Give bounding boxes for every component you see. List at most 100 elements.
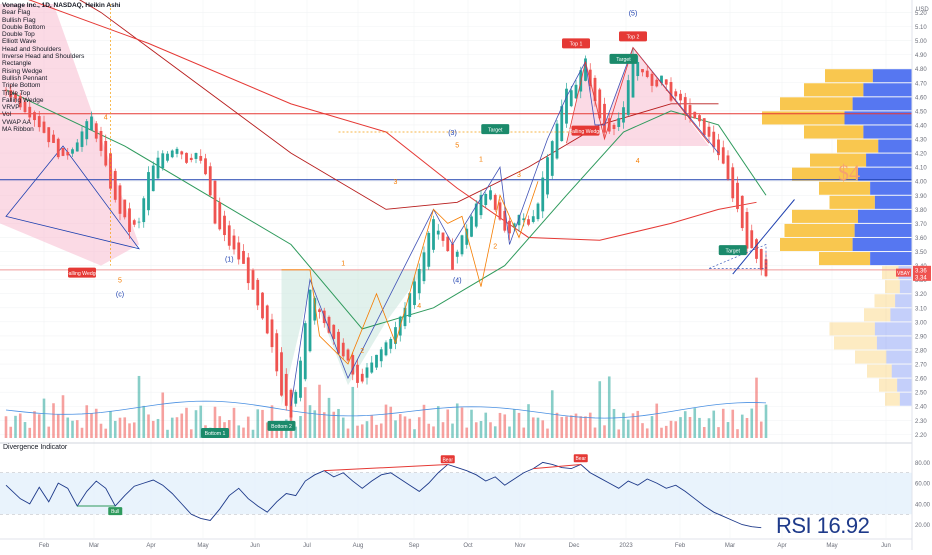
volume-bar (745, 417, 749, 438)
volume-bar (275, 424, 279, 438)
volume-bar (503, 414, 507, 438)
candle-body (531, 216, 535, 222)
candle-body (194, 152, 198, 159)
volume-bar (679, 417, 682, 438)
candle-body (251, 270, 255, 290)
candle-body (137, 221, 141, 223)
legend-item[interactable]: Triple Bottom (2, 82, 41, 90)
falling-wedge-tag-bg (571, 125, 600, 136)
volume-bar (313, 410, 317, 438)
vp-up-bar (834, 336, 877, 350)
volume-bar (346, 428, 350, 438)
legend-item[interactable]: VWAP AA (2, 118, 31, 126)
candle-body (151, 165, 155, 192)
legend-item[interactable]: Vol (2, 111, 12, 119)
last-price-tag: 3.36 (915, 268, 927, 274)
volume-bar (636, 410, 640, 438)
volume-bar (80, 427, 84, 438)
volume-bar (484, 412, 488, 438)
rsi-tick: 40.00 (915, 502, 931, 508)
legend-item[interactable]: MA Ribbon (2, 126, 34, 134)
volume-bar (650, 416, 654, 438)
wave-label: 5 (118, 277, 122, 284)
candle-body (717, 139, 720, 156)
candle-body (360, 373, 364, 382)
wave-label: 5 (455, 142, 459, 149)
falling-wedge-zone (0, 4, 139, 266)
legend-item[interactable]: Head and Shoulders (2, 45, 62, 53)
candle-body (94, 123, 98, 139)
volume-bar (99, 423, 103, 438)
vp-down-bar (858, 209, 912, 223)
bull-tag: Bull (111, 509, 119, 515)
legend-item[interactable]: Elliott Wave (2, 38, 37, 46)
volume-bar (251, 429, 255, 438)
price-tick: 4.30 (915, 138, 927, 144)
candle-body (142, 198, 146, 223)
candle-body (660, 75, 663, 84)
target-tag: Target (609, 53, 638, 64)
volume-bar (417, 417, 421, 438)
time-tick: Apr (777, 543, 786, 549)
candle-body (584, 58, 587, 81)
legend-item[interactable]: Rectangle (2, 60, 32, 68)
candle-body (522, 218, 526, 221)
price-tick: 3.70 (915, 222, 927, 228)
volume-bar (698, 417, 701, 438)
candle-body (536, 203, 540, 220)
candle-body (489, 190, 492, 200)
candle-body (759, 249, 763, 270)
legend-item[interactable]: Rising Wedge (2, 67, 43, 75)
volume-bar (717, 427, 720, 438)
volume-bar (71, 420, 74, 438)
candle-body (593, 77, 597, 102)
legend-item[interactable]: VRVP (2, 104, 20, 112)
legend-item[interactable]: Double Bottom (2, 23, 45, 31)
volume-bar (370, 415, 374, 438)
time-tick: Jun (250, 543, 260, 549)
bottom-2-tag: Bottom 2 (267, 420, 296, 431)
wave-label: (5) (629, 10, 638, 17)
legend-item[interactable]: Triple Top (2, 89, 31, 97)
volume-bar (569, 415, 573, 438)
candle-body (541, 177, 545, 212)
legend-item[interactable]: Bullish Flag (2, 16, 36, 24)
legend-item[interactable]: Bear Flag (2, 9, 31, 17)
vp-down-bar (872, 69, 912, 83)
volume-bar (351, 386, 355, 438)
vp-up-bar (855, 350, 887, 364)
candle-body (318, 309, 321, 312)
price-tick: 4.00 (915, 180, 927, 186)
volume-bar (512, 409, 516, 438)
price-tick: 4.20 (915, 152, 927, 158)
legend-item[interactable]: Bullish Pennant (2, 74, 48, 82)
top-1-tag-bg (562, 38, 590, 49)
last-price-tag: 3.34 (915, 275, 927, 281)
vp-down-bar (897, 378, 912, 392)
candle-body (370, 362, 374, 373)
volume-bar (256, 409, 260, 438)
vp-up-bar (780, 237, 853, 252)
candle-body (493, 194, 497, 210)
vp-down-bar (858, 167, 912, 181)
wave-label: (c) (116, 292, 124, 299)
volume-bar (479, 421, 483, 438)
legend-item[interactable]: Double Top (2, 31, 35, 39)
candle-body (702, 118, 706, 136)
legend-item[interactable]: Inverse Head and Shoulders (2, 53, 85, 61)
volume-bar (660, 427, 663, 438)
price-tick: 4.60 (915, 95, 927, 101)
candle-body (308, 289, 312, 352)
volume-bar (750, 408, 754, 438)
legend-item[interactable]: Falling Wedge (2, 96, 44, 104)
vp-up-bar (829, 195, 875, 209)
vp-down-bar (874, 322, 912, 336)
volume-bar (61, 395, 65, 438)
vp-down-bar (878, 139, 912, 153)
vp-down-bar (844, 111, 912, 125)
ma-dark-line (79, 0, 719, 210)
candle-body (327, 316, 331, 333)
candle-body (712, 131, 716, 148)
price-tick: 4.50 (915, 109, 927, 115)
